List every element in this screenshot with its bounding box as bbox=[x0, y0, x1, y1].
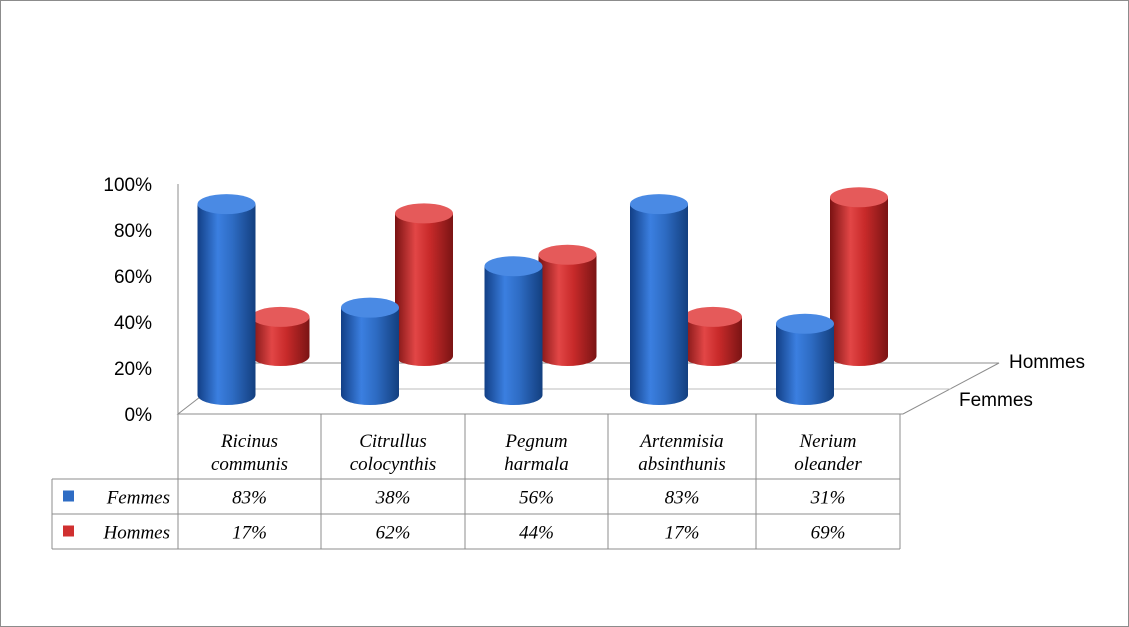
bar-hommes-3-top bbox=[684, 306, 742, 327]
category-label: communis bbox=[211, 454, 288, 475]
category-label: colocynthis bbox=[350, 454, 437, 475]
bar-femmes-3-top bbox=[630, 194, 688, 215]
depth-label-femmes: Femmes bbox=[959, 390, 1033, 411]
category-label: Pegnum bbox=[504, 431, 567, 452]
bar-femmes-3 bbox=[630, 194, 688, 405]
category-label: absinthunis bbox=[638, 454, 726, 475]
data-cell-femmes: 83% bbox=[232, 488, 267, 509]
bar-hommes-4-top bbox=[830, 187, 888, 208]
bar-hommes-1-body bbox=[395, 213, 453, 356]
data-cell-hommes: 69% bbox=[811, 523, 846, 544]
bar-femmes-1 bbox=[341, 297, 399, 405]
data-cell-hommes: 44% bbox=[519, 523, 554, 544]
data-cell-hommes: 62% bbox=[376, 523, 411, 544]
bar-femmes-1-top bbox=[341, 297, 399, 318]
y-tick-label: 0% bbox=[125, 405, 153, 426]
bar-femmes-1-body bbox=[341, 307, 399, 395]
data-cell-hommes: 17% bbox=[665, 523, 700, 544]
category-label: harmala bbox=[504, 454, 568, 475]
bar-hommes-2 bbox=[538, 244, 597, 366]
bar-hommes-0-top bbox=[251, 306, 310, 327]
bar-hommes-2-top bbox=[538, 244, 597, 265]
category-label: Ricinus bbox=[220, 431, 278, 452]
bar-femmes-3-body bbox=[630, 204, 688, 395]
bar-hommes-4 bbox=[830, 187, 888, 366]
y-tick-label: 60% bbox=[114, 267, 152, 288]
series-name-hommes: Hommes bbox=[103, 523, 171, 544]
bar-hommes-2-body bbox=[538, 254, 597, 356]
legend-key-hommes bbox=[63, 525, 74, 537]
bar-hommes-4-body bbox=[830, 197, 888, 356]
category-label: Citrullus bbox=[359, 431, 427, 452]
y-tick-label: 80% bbox=[114, 221, 152, 242]
bar-femmes-0-top bbox=[197, 194, 256, 215]
data-cell-femmes: 38% bbox=[375, 488, 411, 509]
bar-femmes-2 bbox=[484, 256, 543, 405]
bar-femmes-0-body bbox=[197, 204, 256, 395]
y-tick-label: 100% bbox=[103, 175, 152, 196]
data-cell-femmes: 31% bbox=[810, 488, 846, 509]
bar-femmes-0 bbox=[197, 194, 256, 405]
series-name-femmes: Femmes bbox=[106, 488, 170, 509]
bar-femmes-4-body bbox=[776, 323, 834, 395]
bar-femmes-2-body bbox=[484, 266, 543, 395]
bar-hommes-1-top bbox=[395, 203, 453, 224]
bar-femmes-2-top bbox=[484, 256, 543, 277]
y-tick-label: 40% bbox=[114, 313, 152, 334]
category-label: oleander bbox=[794, 454, 862, 475]
category-label: Artenmisia bbox=[638, 431, 723, 452]
depth-label-hommes: Hommes bbox=[1009, 352, 1085, 373]
legend-key-femmes bbox=[63, 490, 74, 502]
bar-hommes-1 bbox=[395, 203, 453, 366]
data-cell-femmes: 83% bbox=[665, 488, 700, 509]
y-tick-label: 20% bbox=[114, 359, 152, 380]
category-label: Nerium bbox=[799, 431, 857, 452]
data-cell-femmes: 56% bbox=[519, 488, 554, 509]
bar-femmes-4-top bbox=[776, 313, 834, 334]
bar-hommes-3 bbox=[684, 306, 742, 366]
data-cell-hommes: 17% bbox=[232, 523, 267, 544]
bar-hommes-0 bbox=[251, 306, 310, 366]
bar-femmes-4 bbox=[776, 313, 834, 405]
